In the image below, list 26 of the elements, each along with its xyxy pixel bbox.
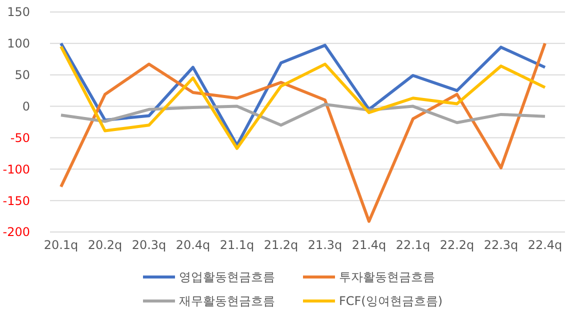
x-tick-label: 22.1q xyxy=(396,238,430,252)
x-tick-label: 21.4q xyxy=(352,238,386,252)
legend-label: 재무활동현금흐름 xyxy=(179,294,275,308)
x-tick-label: 22.2q xyxy=(440,238,474,252)
y-tick-label: 100 xyxy=(7,36,30,51)
x-tick-label: 21.2q xyxy=(264,238,298,252)
line-series xyxy=(60,102,546,127)
y-tick-label: 150 xyxy=(7,5,30,20)
x-tick-label: 20.3q xyxy=(132,238,166,252)
line-series xyxy=(60,42,546,223)
y-tick-label: -100 xyxy=(2,162,30,176)
x-tick-label: 21.1q xyxy=(220,238,254,252)
legend-label: 영업활동현금흐름 xyxy=(179,270,275,284)
legend-label: FCF(잉여현금흐름) xyxy=(339,294,443,308)
x-tick-label: 22.4q xyxy=(528,238,562,252)
y-tick-label: -200 xyxy=(2,225,30,240)
x-tick-label: 20.2q xyxy=(88,238,122,252)
x-tick-label: 20.1q xyxy=(44,238,78,252)
x-tick-label: 20.4q xyxy=(176,238,210,252)
x-tick-label: 22.3q xyxy=(484,238,518,252)
x-tick-label: 21.3q xyxy=(308,238,342,252)
y-tick-label: -50 xyxy=(10,130,30,145)
legend-label: 투자활동현금흐름 xyxy=(339,270,435,284)
y-tick-label: 50 xyxy=(14,68,30,82)
y-tick-label: -150 xyxy=(2,194,30,208)
y-tick-label: 0 xyxy=(22,99,30,114)
